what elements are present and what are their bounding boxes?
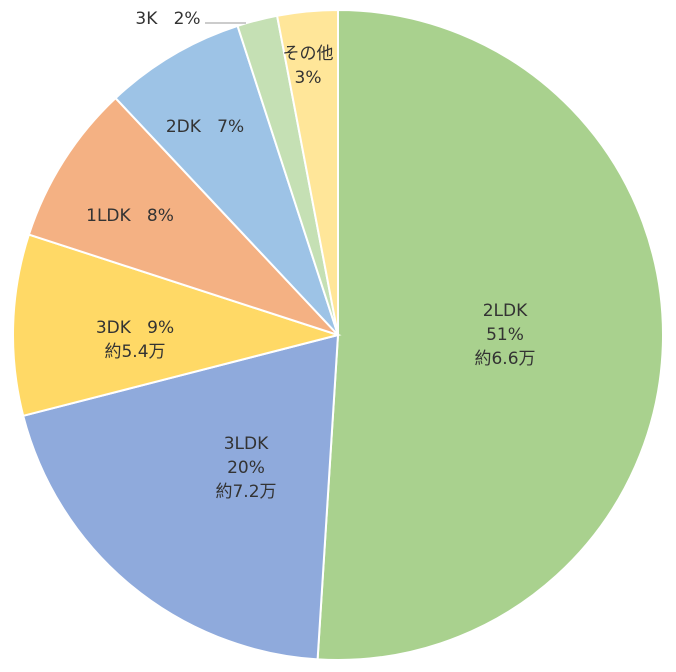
label-3k-pct: 2% [173, 9, 201, 29]
label-1ldk-name: 1LDK [86, 206, 131, 226]
label-3dk-pct: 9% [147, 318, 175, 338]
label-2ldk: 2LDK 51% 約6.6万 [474, 299, 535, 371]
label-1ldk-pct: 8% [146, 206, 174, 226]
label-other: その他 3% [283, 42, 334, 90]
pie-slice-1 [21, 333, 340, 661]
label-other-name: その他 [282, 44, 334, 64]
pie-slice-6 [275, 8, 339, 336]
pie-slice-4 [114, 24, 339, 336]
label-3ldk-note: 約7.2万 [215, 482, 277, 502]
pie-slice-3 [27, 96, 339, 336]
pie-slice-2 [12, 233, 342, 418]
label-other-pct: 3% [294, 68, 322, 88]
label-3dk-name: 3DK [95, 318, 131, 338]
label-3ldk: 3LDK 20% 約7.2万 [215, 432, 276, 504]
label-2ldk-pct: 51% [486, 325, 524, 345]
pie-slice-0 [316, 8, 664, 661]
label-2dk-pct: 7% [217, 117, 245, 137]
label-3ldk-pct: 20% [227, 458, 265, 478]
label-2dk-name: 2DK [165, 117, 201, 137]
label-3ldk-name: 3LDK [223, 434, 269, 454]
label-2ldk-note: 約6.6万 [474, 349, 536, 369]
label-3k-name: 3K [135, 9, 158, 29]
label-3dk-note: 約5.4万 [104, 342, 166, 362]
label-3k: 3K 2% [135, 7, 200, 31]
label-3dk: 3DK 9% 約5.4万 [96, 316, 174, 364]
label-2ldk-name: 2LDK [482, 301, 528, 321]
label-2dk: 2DK 7% [166, 115, 244, 139]
label-1ldk: 1LDK 8% [86, 204, 174, 228]
